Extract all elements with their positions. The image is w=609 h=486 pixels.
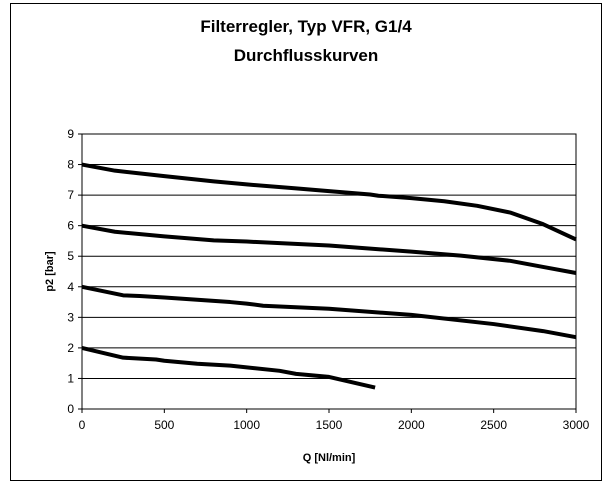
y-tick-label-5: 5: [67, 249, 74, 263]
x-tick-label-0: 0: [79, 418, 86, 432]
x-tick-label-2: 1000: [233, 418, 260, 432]
y-tick-label-1: 1: [67, 371, 74, 385]
series-line-3: [81, 284, 577, 340]
chart-title: Filterregler, Typ VFR, G1/4: [200, 17, 412, 36]
chart-frame: [10, 3, 602, 481]
x-tick-label-3: 1500: [316, 418, 343, 432]
series-line-2: [81, 223, 577, 275]
y-tick-label-0: 0: [67, 402, 74, 416]
x-tick-label-4: 2000: [398, 418, 425, 432]
x-axis-label: Q [Nl/min]: [303, 452, 356, 464]
series-line-1: [81, 162, 577, 242]
y-tick-label-2: 2: [67, 341, 74, 355]
y-tick-label-6: 6: [67, 219, 74, 233]
y-tick-label-8: 8: [67, 158, 74, 172]
y-tick-label-7: 7: [67, 188, 74, 202]
x-tick-label-1: 500: [154, 418, 174, 432]
y-tick-label-4: 4: [67, 280, 74, 294]
x-tick-label-6: 3000: [563, 418, 590, 432]
y-tick-label-3: 3: [67, 310, 74, 324]
x-tick-label-5: 2500: [480, 418, 507, 432]
series-line-4: [81, 345, 376, 390]
y-tick-label-9: 9: [67, 127, 74, 141]
chart-subtitle: Durchflusskurven: [233, 46, 379, 65]
y-axis-label: p2 [bar]: [44, 251, 56, 292]
